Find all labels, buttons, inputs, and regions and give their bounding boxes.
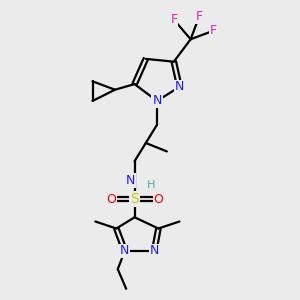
Text: N: N bbox=[152, 94, 162, 107]
Text: N: N bbox=[175, 80, 184, 93]
Text: N: N bbox=[126, 174, 135, 187]
Text: F: F bbox=[209, 24, 217, 37]
Text: F: F bbox=[196, 10, 202, 23]
Text: F: F bbox=[170, 13, 177, 26]
Text: O: O bbox=[106, 193, 116, 206]
Text: S: S bbox=[130, 192, 139, 206]
Text: N: N bbox=[120, 244, 130, 257]
Text: N: N bbox=[149, 244, 159, 257]
Text: H: H bbox=[147, 180, 156, 190]
Text: O: O bbox=[154, 193, 163, 206]
